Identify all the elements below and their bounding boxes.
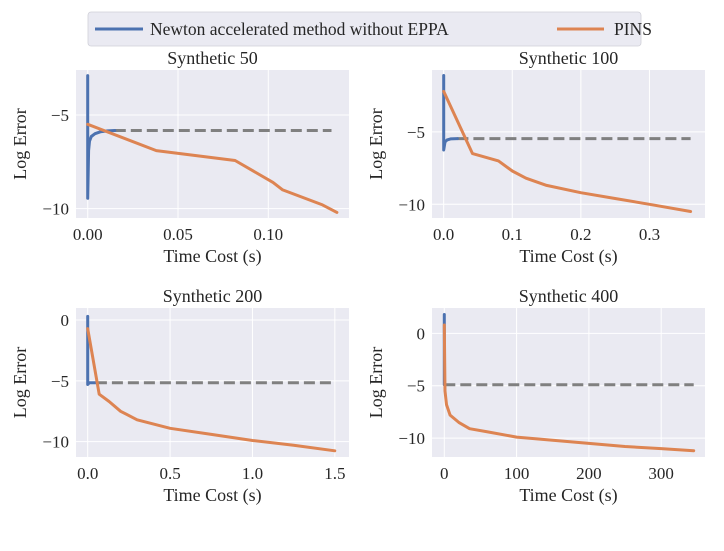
series-pins-line <box>86 122 339 214</box>
y-tick-label: −10 <box>398 429 425 448</box>
x-tick-label: 0.10 <box>253 225 283 244</box>
x-axis-label: Time Cost (s) <box>519 485 617 506</box>
y-tick-label: −5 <box>51 372 69 391</box>
y-tick-label: −5 <box>51 106 69 125</box>
subplot-title: Synthetic 50 <box>167 48 258 68</box>
plot-area <box>432 308 705 457</box>
y-tick-label: −10 <box>398 195 425 214</box>
y-tick-label: −5 <box>407 123 425 142</box>
x-tick-label: 100 <box>504 464 530 483</box>
x-tick-label: 0 <box>440 464 449 483</box>
subplot-3: 0.0 0.5 1.0 1.5 0 −5 −10 Synthetic 200 Time Cost… <box>10 286 349 506</box>
x-axis-label: Time Cost (s) <box>163 246 261 267</box>
y-axis-label: Log Error <box>10 108 30 179</box>
plot-area <box>432 70 705 218</box>
series-pins-line <box>86 327 337 453</box>
legend: Newton accelerated method without EPPA P… <box>87 11 652 47</box>
x-tick-label: 0.3 <box>639 225 660 244</box>
subplot-title: Synthetic 200 <box>163 286 263 306</box>
x-tick-label: 0.05 <box>163 225 193 244</box>
plot-area <box>76 70 349 218</box>
x-tick-label: 0.5 <box>159 464 180 483</box>
series-pins-line <box>442 89 693 213</box>
x-axis-label: Time Cost (s) <box>519 246 617 267</box>
y-tick-label: 0 <box>417 324 426 343</box>
series-newton-line <box>86 314 98 386</box>
legend-label-pins: PINS <box>614 19 652 39</box>
x-tick-label: 1.5 <box>324 464 345 483</box>
x-tick-label: 0.0 <box>77 464 98 483</box>
y-axis-label: Log Error <box>366 108 386 179</box>
legend-box <box>87 11 642 47</box>
x-tick-label: 1.0 <box>242 464 263 483</box>
series-pins-line <box>442 323 696 453</box>
subplot-2: 0.0 0.1 0.2 0.3 −5 −10 Synthetic 100 Time Cost … <box>366 48 705 267</box>
subplot-title: Synthetic 400 <box>519 286 619 306</box>
y-axis-label: Log Error <box>366 347 386 418</box>
y-tick-label: 0 <box>61 311 70 330</box>
x-tick-label: 200 <box>576 464 602 483</box>
y-tick-label: −10 <box>42 433 69 452</box>
y-tick-label: −10 <box>42 200 69 219</box>
legend-label-newton: Newton accelerated method without EPPA <box>150 19 449 39</box>
x-tick-label: 0.0 <box>433 225 454 244</box>
y-tick-label: −5 <box>407 377 425 396</box>
series-newton-line <box>442 74 459 152</box>
x-tick-label: 0.1 <box>502 225 523 244</box>
subplot-1: 0.00 0.05 0.10 −5 −10 Synthetic 50 Time Cost (… <box>10 48 349 267</box>
x-axis-label: Time Cost (s) <box>163 485 261 506</box>
subplot-4: 0 100 200 300 0 −5 −10 Synthetic 400 Time Cost (… <box>366 286 705 506</box>
x-tick-label: 300 <box>648 464 674 483</box>
x-tick-label: 0.2 <box>570 225 591 244</box>
subplot-title: Synthetic 100 <box>519 48 619 68</box>
x-tick-label: 0.00 <box>73 225 103 244</box>
y-axis-label: Log Error <box>10 347 30 418</box>
